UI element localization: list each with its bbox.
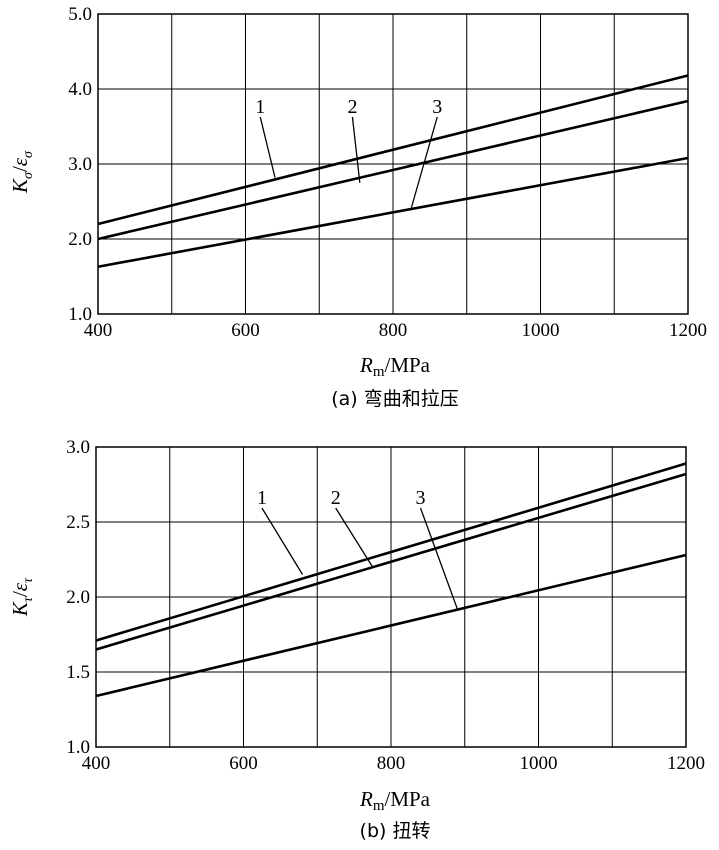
leader-line-3 (410, 116, 438, 208)
curve-label-2: 2 (331, 487, 341, 509)
y-tick-label: 3.0 (66, 437, 90, 458)
series-line-2 (97, 99, 689, 241)
y-tick-label: 2.5 (66, 512, 90, 533)
plot-frame (97, 13, 689, 315)
curve-label-3: 3 (416, 487, 426, 509)
panel-b-caption: (b) 扭转 (360, 820, 431, 842)
panel-b-ticks: 400 600 800 1000 1200 1.0 1.5 2.0 2.5 3.0 (66, 437, 705, 774)
series-line-3 (97, 156, 689, 269)
leader-line-2 (351, 116, 361, 183)
x-tick-label: 600 (231, 320, 260, 341)
series-line-1 (97, 74, 689, 226)
panel-a-caption: (a) 弯曲和拉压 (331, 388, 459, 410)
leader-line-1 (259, 116, 276, 178)
x-tick-label: 800 (379, 320, 408, 341)
y-tick-label: 5.0 (68, 4, 92, 25)
y-tick-label: 3.0 (68, 154, 92, 175)
x-tick-label: 1200 (667, 753, 705, 774)
panel-a-ticks: 400 600 800 1000 1200 1.0 2.0 3.0 4.0 5.0 (68, 4, 707, 341)
x-tick-label: 1000 (520, 753, 558, 774)
y-tick-label: 1.0 (66, 737, 90, 758)
panel-b-curve-labels: 1 2 3 (257, 487, 458, 610)
y-tick-label: 4.0 (68, 79, 92, 100)
x-tick-label: 800 (377, 753, 406, 774)
series-line-2 (95, 472, 687, 651)
panel-a-grid (97, 13, 689, 315)
panel-b: 400 600 800 1000 1200 1.0 1.5 2.0 2.5 3.0 1 2 3 Kτ/… (8, 437, 705, 842)
curve-label-1: 1 (257, 487, 267, 509)
series-line-3 (95, 553, 687, 698)
panel-a-curve-labels: 1 2 3 (255, 96, 442, 208)
panel-b-series (95, 462, 687, 698)
y-tick-label: 1.0 (68, 304, 92, 325)
panel-b-x-axis-label: Rm/MPa (359, 787, 431, 814)
series-line-1 (95, 462, 687, 642)
panel-a-series (97, 74, 689, 269)
y-tick-label: 1.5 (66, 662, 90, 683)
plot-frame (95, 446, 687, 748)
panel-a-y-axis-label: Kσ/εσ (8, 150, 36, 194)
panel-a-x-axis-label: Rm/MPa (359, 353, 431, 380)
leader-line-3 (419, 507, 458, 610)
panel-b-grid (95, 446, 687, 748)
leader-line-1 (261, 507, 304, 575)
x-tick-label: 400 (82, 753, 111, 774)
x-tick-label: 600 (229, 753, 258, 774)
y-tick-label: 2.0 (68, 229, 92, 250)
leader-line-2 (335, 507, 374, 568)
panel-b-y-axis-label: Kτ/ετ (8, 577, 36, 617)
x-tick-label: 1200 (669, 320, 707, 341)
panel-a: 400 600 800 1000 1200 1.0 2.0 3.0 4.0 5.0 1 2 3 Kσ/… (8, 4, 707, 410)
x-tick-label: 1000 (522, 320, 560, 341)
y-tick-label: 2.0 (66, 587, 90, 608)
curve-label-1: 1 (255, 96, 265, 118)
curve-label-3: 3 (432, 96, 442, 118)
curve-label-2: 2 (347, 96, 357, 118)
x-tick-label: 400 (84, 320, 113, 341)
